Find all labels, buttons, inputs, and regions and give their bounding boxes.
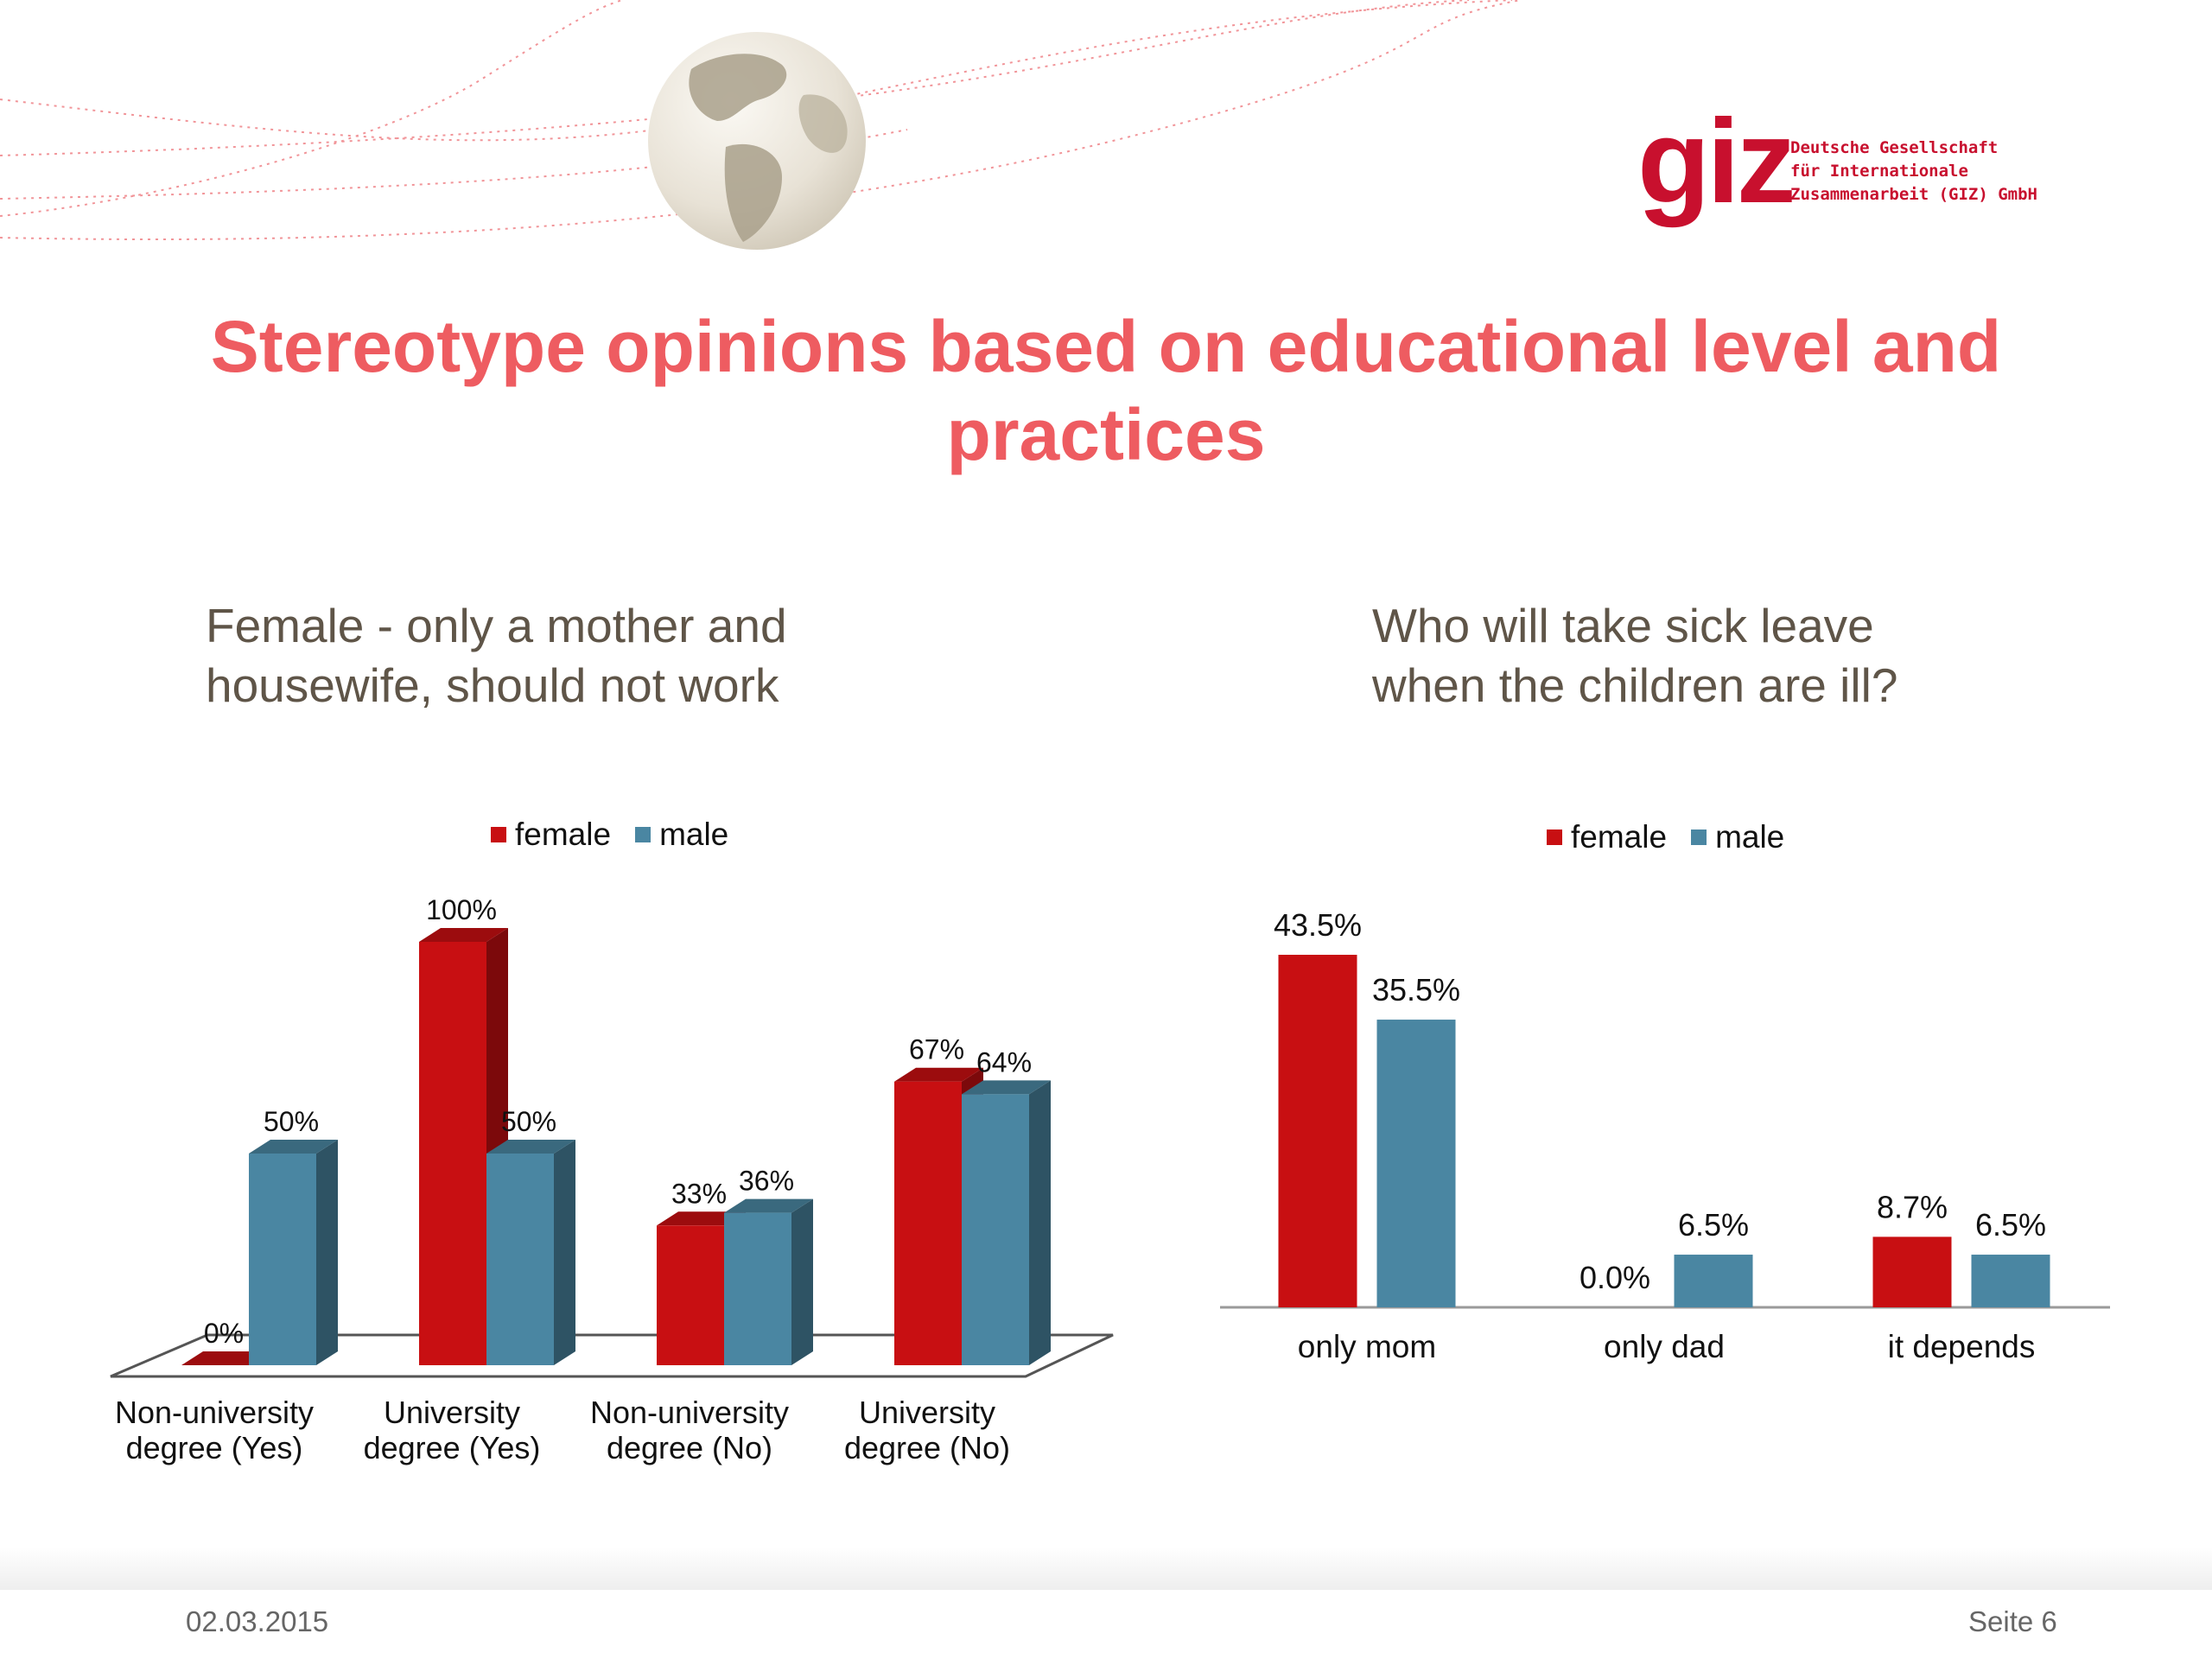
bar-top-female bbox=[419, 928, 508, 942]
bar-female bbox=[1872, 1236, 1952, 1307]
footer-page-number: Seite 6 bbox=[1968, 1605, 2057, 1637]
bar-side-male bbox=[791, 1198, 813, 1365]
data-label-male: 50% bbox=[501, 1106, 556, 1137]
legend-swatch-female bbox=[491, 827, 506, 842]
data-label-male: 35.5% bbox=[1372, 972, 1460, 1007]
legend-swatch-female bbox=[1547, 830, 1562, 845]
legend-item-female: female bbox=[491, 817, 611, 853]
slide-title: Stereotype opinions based on educational… bbox=[210, 306, 2002, 475]
category-label: only mom bbox=[1298, 1329, 1436, 1364]
data-label-male: 64% bbox=[976, 1046, 1032, 1077]
data-label-male: 50% bbox=[264, 1106, 319, 1137]
bar-female bbox=[657, 1225, 724, 1365]
giz-logo: giz bbox=[1637, 95, 1796, 228]
category-label: University bbox=[859, 1395, 995, 1430]
bar-male bbox=[1674, 1255, 1753, 1307]
bar-top-female bbox=[657, 1211, 746, 1226]
data-label-female: 100% bbox=[426, 894, 497, 925]
bar-male bbox=[486, 1154, 554, 1365]
data-label-female: 0.0% bbox=[1580, 1260, 1650, 1295]
bar-male bbox=[1971, 1255, 2050, 1307]
legend-label-male: male bbox=[1715, 819, 1785, 855]
data-label-female: 67% bbox=[909, 1034, 964, 1065]
globe-icon bbox=[648, 32, 866, 250]
category-label: it depends bbox=[1888, 1329, 2036, 1364]
right-chart-legend: female male bbox=[1547, 819, 1784, 855]
legend-item-female: female bbox=[1547, 819, 1667, 855]
bar-male bbox=[249, 1154, 316, 1365]
footer-band bbox=[0, 1547, 2212, 1590]
bar-male bbox=[724, 1212, 791, 1365]
bar-side-male bbox=[316, 1140, 338, 1365]
bar-top-male bbox=[962, 1080, 1051, 1095]
category-label: degree (Yes) bbox=[364, 1430, 541, 1465]
data-label-female: 33% bbox=[671, 1178, 727, 1209]
right-chart-title: Who will take sick leave when the childr… bbox=[1372, 599, 1898, 712]
category-label: only dad bbox=[1604, 1329, 1725, 1364]
bar-female bbox=[419, 942, 486, 1365]
tagline-line: Zusammenarbeit (GIZ) GmbH bbox=[1790, 185, 2037, 204]
category-label: degree (No) bbox=[844, 1430, 1010, 1465]
legend-label-male: male bbox=[659, 817, 729, 852]
category-label: Non-university bbox=[590, 1395, 789, 1430]
category-label: degree (No) bbox=[607, 1430, 772, 1465]
bar-side-male bbox=[554, 1140, 575, 1365]
legend-swatch-male bbox=[635, 827, 652, 842]
category-label: degree (Yes) bbox=[126, 1430, 303, 1465]
bar-male bbox=[962, 1094, 1029, 1365]
bar-female bbox=[894, 1081, 962, 1365]
category-label: Non-university bbox=[115, 1395, 314, 1430]
data-label-female: 8.7% bbox=[1877, 1189, 1948, 1224]
legend-item-male: male bbox=[1691, 819, 1784, 855]
bar-male bbox=[1376, 1020, 1456, 1307]
decorative-curves bbox=[0, 0, 1522, 250]
data-label-female: 43.5% bbox=[1274, 907, 1362, 943]
data-label-male: 6.5% bbox=[1975, 1207, 2046, 1243]
data-label-male: 6.5% bbox=[1678, 1207, 1749, 1243]
data-label-female: 0% bbox=[204, 1318, 244, 1349]
legend-item-male: male bbox=[635, 817, 728, 853]
right-bar-chart: 43.5% 35.5% only mom 0.0% 6.5% only dad 8.7% 6.… bbox=[1220, 907, 2110, 1364]
legend-swatch-male bbox=[1691, 830, 1707, 845]
category-label: University bbox=[384, 1395, 520, 1430]
chart-floor bbox=[110, 1333, 1114, 1378]
bar-top-female bbox=[894, 1067, 983, 1082]
data-label-male: 36% bbox=[739, 1166, 794, 1197]
tagline-line: Deutsche Gesellschaft bbox=[1790, 138, 1999, 157]
bar-top-male bbox=[249, 1140, 338, 1154]
bar-top-female bbox=[181, 1351, 270, 1365]
bar-side-male bbox=[1029, 1080, 1051, 1365]
legend-label-female: female bbox=[515, 817, 612, 852]
footer-date: 02.03.2015 bbox=[186, 1605, 329, 1637]
legend-label-female: female bbox=[1571, 819, 1668, 855]
left-chart-legend: female male bbox=[491, 817, 728, 853]
bar-female bbox=[1278, 955, 1357, 1307]
left-chart-title: Female - only a mother and housewife, sh… bbox=[206, 599, 787, 712]
tagline-line: für Internationale bbox=[1790, 162, 1968, 181]
bar-top-male bbox=[486, 1140, 575, 1154]
giz-logo-tagline: Deutsche Gesellschaft für Internationale… bbox=[1790, 137, 2067, 207]
bar-top-male bbox=[724, 1198, 813, 1213]
